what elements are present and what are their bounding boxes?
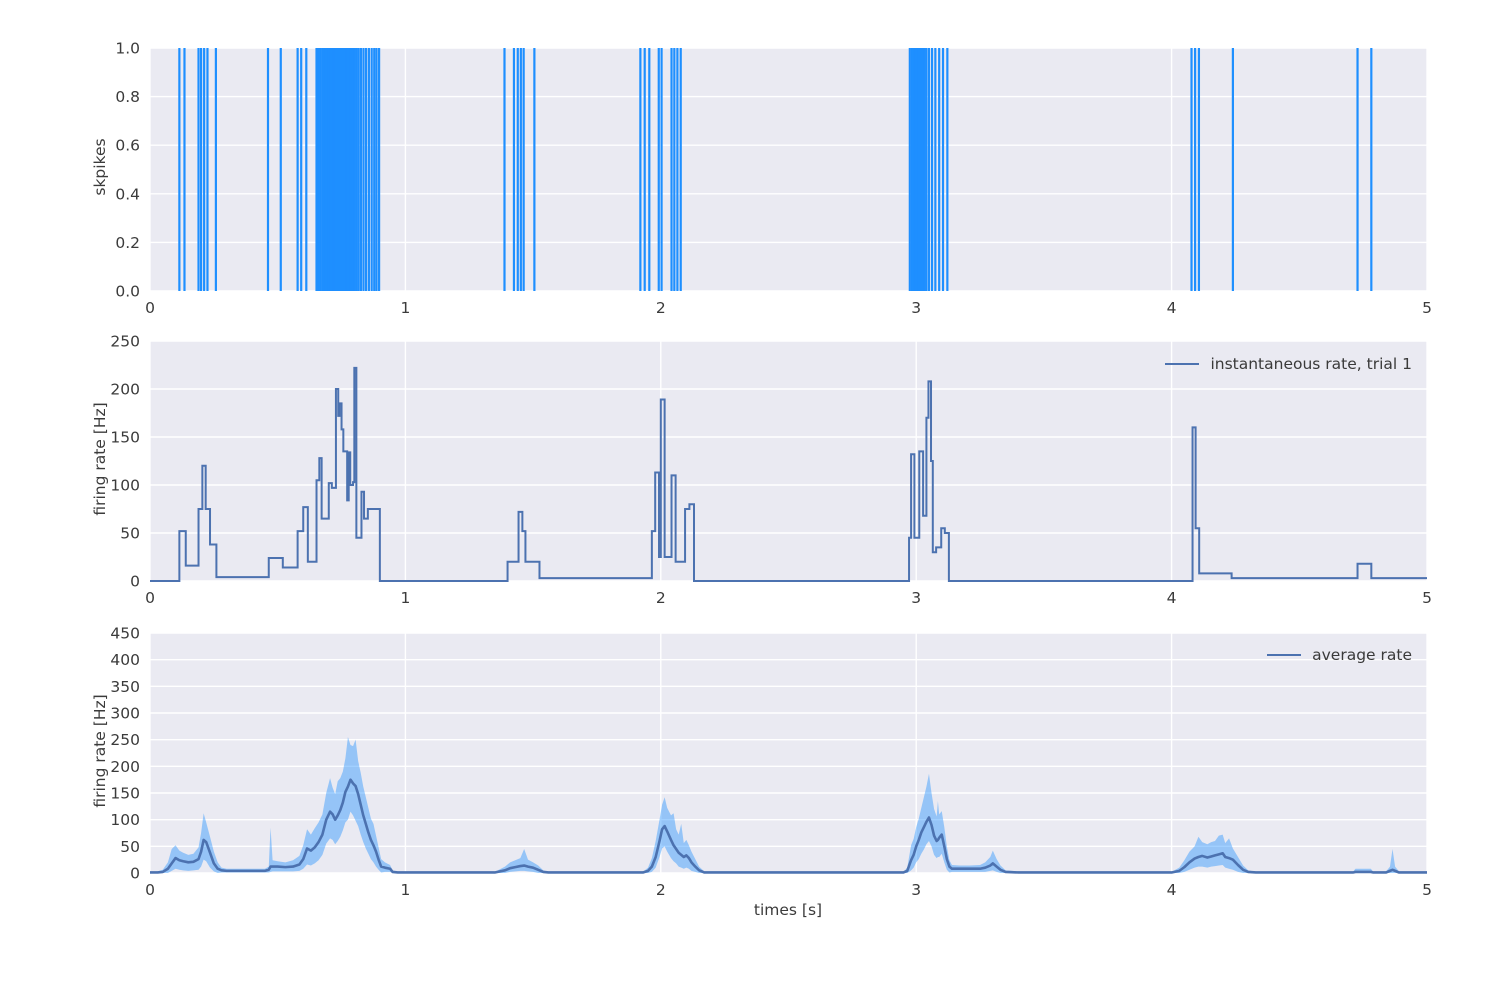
legend-line-swatch xyxy=(1165,363,1200,365)
y-tick-label: 350 xyxy=(110,678,140,696)
x-tick-label: 2 xyxy=(656,299,666,317)
legend-label: average rate xyxy=(1312,646,1412,664)
y-tick-label: 100 xyxy=(110,477,140,495)
y-tick-label: 250 xyxy=(110,731,140,749)
x-tick-label: 4 xyxy=(1167,589,1177,607)
y-tick-label: 150 xyxy=(110,429,140,447)
x-tick-label: 0 xyxy=(145,881,155,899)
x-tick-label: 5 xyxy=(1422,589,1432,607)
y-tick-label: 200 xyxy=(110,758,140,776)
x-tick-label: 0 xyxy=(145,589,155,607)
x-tick-label: 3 xyxy=(911,299,921,317)
x-tick-label: 4 xyxy=(1167,881,1177,899)
inst-rate-ylabel: firing rate [Hz] xyxy=(91,402,109,516)
x-tick-label: 4 xyxy=(1167,299,1177,317)
instantaneous-rate-line xyxy=(150,366,1427,582)
y-tick-label: 50 xyxy=(120,838,140,856)
y-tick-label: 0.4 xyxy=(115,185,140,203)
x-axis-label: times [s] xyxy=(753,901,823,919)
axes-background xyxy=(150,633,1427,873)
legend-average-rate: average rate xyxy=(1267,646,1412,664)
y-tick-label: 0.8 xyxy=(115,88,140,106)
y-tick-label: 250 xyxy=(110,333,140,351)
raster-ylabel: skpikes xyxy=(91,138,109,196)
x-tick-label: 3 xyxy=(911,589,921,607)
average-rate-line xyxy=(150,778,1427,874)
y-tick-label: 100 xyxy=(110,811,140,829)
x-tick-label: 0 xyxy=(145,299,155,317)
x-tick-label: 1 xyxy=(400,881,410,899)
x-tick-label: 1 xyxy=(400,589,410,607)
legend-instantaneous-rate: instantaneous rate, trial 1 xyxy=(1165,355,1412,373)
x-tick-label: 2 xyxy=(656,589,666,607)
avg-rate-ylabel: firing rate [Hz] xyxy=(91,694,109,808)
y-tick-label: 0 xyxy=(130,573,140,591)
legend-label: instantaneous rate, trial 1 xyxy=(1210,355,1412,373)
x-tick-label: 2 xyxy=(656,881,666,899)
y-tick-label: 1.0 xyxy=(115,40,140,58)
x-tick-label: 1 xyxy=(400,299,410,317)
y-tick-label: 0.0 xyxy=(115,283,140,301)
y-tick-label: 300 xyxy=(110,705,140,723)
y-tick-label: 0.2 xyxy=(115,234,140,252)
y-tick-label: 400 xyxy=(110,651,140,669)
y-tick-label: 150 xyxy=(110,785,140,803)
x-tick-label: 3 xyxy=(911,881,921,899)
legend-line-swatch xyxy=(1267,654,1302,656)
y-tick-label: 450 xyxy=(110,625,140,643)
axes-background xyxy=(150,341,1427,581)
x-tick-label: 5 xyxy=(1422,299,1432,317)
y-tick-label: 50 xyxy=(120,525,140,543)
y-tick-label: 200 xyxy=(110,381,140,399)
x-tick-label: 5 xyxy=(1422,881,1432,899)
y-tick-label: 0.6 xyxy=(115,137,140,155)
y-tick-label: 0 xyxy=(130,865,140,883)
